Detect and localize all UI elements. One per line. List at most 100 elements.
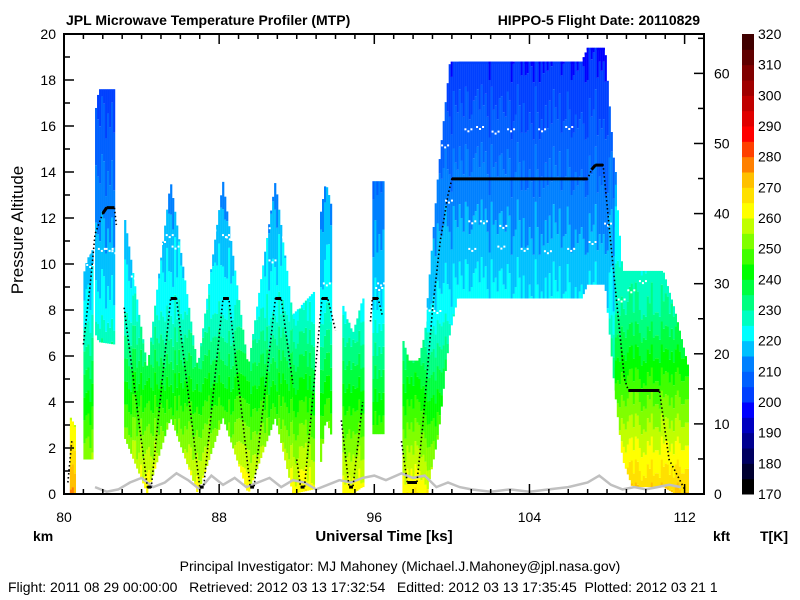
tropopause-point [157, 241, 160, 243]
curtain-cell [408, 360, 411, 384]
curtain-cell [446, 169, 449, 227]
curtain-cell [95, 107, 98, 166]
curtain-cell [422, 339, 425, 363]
curtain-cell [464, 259, 467, 299]
curtain-cell [672, 454, 675, 478]
curtain-cell [224, 387, 227, 411]
y2-tick-label: 60 [714, 65, 730, 81]
curtain-cell [380, 376, 383, 400]
curtain-cell [490, 61, 493, 64]
curtain-cell [674, 372, 677, 396]
curtain-cell [538, 197, 541, 255]
curtain-cell [134, 286, 137, 294]
curtain-cell [498, 213, 501, 271]
curtain-cell [648, 468, 651, 488]
curtain-cell [342, 475, 345, 494]
curtain-cell [552, 61, 555, 64]
curtain-cell [480, 61, 483, 64]
curtain-cell [582, 238, 585, 295]
curtain-cell [220, 359, 223, 383]
curtain-cell [99, 328, 102, 343]
curtain-cell [660, 270, 663, 285]
curtain-cell [130, 259, 133, 289]
curtain-cell [188, 421, 191, 445]
curtain-cell [126, 264, 129, 313]
curtain-cell [103, 161, 106, 219]
curtain-cell [180, 265, 183, 314]
curtain-cell [664, 486, 667, 489]
curtain-cell [462, 116, 465, 175]
curtain-cell [674, 313, 677, 327]
curtain-cell [518, 61, 521, 64]
curtain-cell [500, 211, 503, 269]
y-tick-label: 12 [40, 210, 56, 226]
tropopause-point [627, 289, 630, 292]
curtain-cell [596, 47, 599, 78]
curtain-cell [480, 142, 483, 200]
curtain-cell [436, 223, 439, 281]
curtain-cell [640, 275, 643, 320]
curtain-cell [204, 400, 207, 424]
curtain-cell [236, 299, 239, 328]
curtain-cell [496, 291, 499, 299]
curtain-cell [564, 61, 567, 64]
colorbar-swatch [742, 448, 754, 464]
curtain-cell [564, 61, 567, 120]
curtain-cell [570, 137, 573, 195]
curtain-cell [136, 413, 139, 437]
tropopause-point [89, 266, 92, 268]
curtain-cell [644, 454, 647, 478]
curtain-cell [180, 313, 183, 337]
curtain-cell [192, 345, 195, 369]
curtain-cell [256, 388, 259, 412]
curtain-cell [113, 89, 116, 133]
curtain-cell [234, 422, 237, 446]
curtain-cell [528, 284, 531, 299]
curtain-cell [490, 259, 493, 299]
curtain-cell [290, 330, 293, 354]
tropopause-point [114, 252, 117, 255]
curtain-cell [558, 93, 561, 152]
curtain-cell [324, 202, 327, 260]
curtain-cell [440, 349, 443, 373]
curtain-cell [588, 98, 591, 156]
curtain-cell [654, 473, 657, 488]
curtain-cell [514, 61, 517, 64]
curtain-cell [570, 252, 573, 299]
curtain-cell [218, 374, 221, 398]
curtain-cell [652, 452, 655, 476]
curtain-cell [308, 398, 312, 422]
curtain-cell [210, 341, 213, 365]
curtain-cell [424, 484, 427, 494]
curtain-cell [670, 489, 673, 493]
curtain-cell [668, 451, 671, 475]
curtain-cell [83, 351, 86, 375]
curtain-cell [206, 378, 209, 402]
curtain-cell [276, 391, 279, 415]
curtain-cell [272, 196, 275, 202]
curtain-cell [538, 61, 541, 83]
curtain-cell [328, 195, 331, 245]
tropopause-point [505, 224, 508, 227]
curtain-cell [362, 390, 365, 414]
tropopause-point [177, 245, 180, 248]
curtain-cell [258, 385, 261, 409]
curtain-cell [432, 326, 435, 350]
curtain-cell [240, 465, 243, 473]
curtain-cell [670, 374, 673, 398]
curtain-cell [618, 407, 621, 431]
colorbar-swatch [742, 141, 754, 158]
curtain-cell [113, 132, 116, 191]
curtain-cell [244, 468, 247, 485]
curtain-cell [288, 286, 291, 322]
curtain-cell [216, 359, 219, 383]
curtain-cell [458, 61, 461, 90]
curtain-cell [576, 70, 579, 129]
curtain-cell [410, 360, 413, 377]
curtain-cell [358, 445, 361, 469]
curtain-cell [620, 395, 623, 419]
curtain-cell [282, 299, 285, 328]
curtain-cell [580, 169, 583, 228]
curtain-cell [168, 363, 171, 387]
curtain-cell [158, 412, 161, 436]
